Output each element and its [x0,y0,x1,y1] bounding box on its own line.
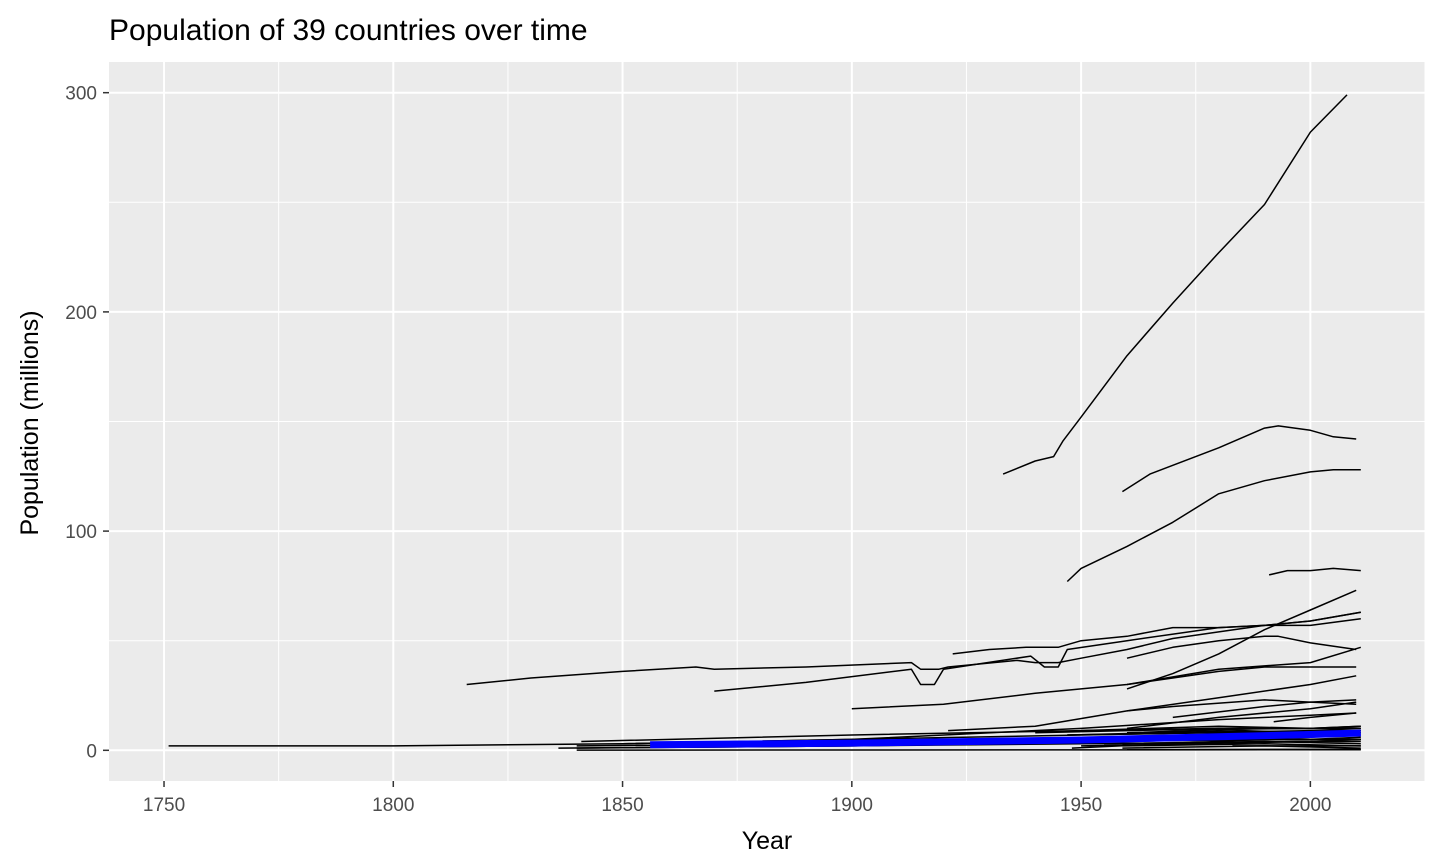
x-tick-label: 1800 [372,795,414,816]
series-line-sweden [168,729,1361,747]
x-tick-label: 1750 [143,795,185,816]
series-line-chile [1273,712,1357,723]
series-line-belarus [1126,727,1361,734]
grid-minor [109,62,1426,781]
x-tick-label: 1950 [1060,795,1102,816]
x-tick-label: 2000 [1289,795,1331,816]
series-line-canada [948,675,1357,732]
series-line-russia [1121,425,1357,493]
x-axis-ticks: 1750 1800 1850 1900 1950 2000 [143,781,1332,816]
series-line-taiwan [1172,699,1357,719]
series-line-united-states [1002,94,1348,475]
y-tick-label: 100 [65,522,97,543]
chart-title: Population of 39 countries over time [109,14,588,47]
y-axis-title: Population (millions) [16,310,44,535]
series-line-hungary [1081,725,1361,732]
y-tick-label: 0 [86,741,97,762]
series-line-switzerland [650,729,1361,749]
series-line-italy [714,618,1361,692]
series-line-lithuania [1122,740,1361,745]
series-line-ukraine [1126,635,1357,659]
x-axis-title: Year [742,827,793,855]
series-line-poland [1126,666,1357,686]
series-line-japan [1066,468,1361,583]
series-lines [168,94,1362,751]
grid-major [109,62,1425,781]
y-tick-label: 300 [65,84,97,105]
x-tick-label: 1850 [601,795,643,816]
x-tick-label: 1900 [831,795,873,816]
series-line-germany [1268,567,1361,576]
series-line-luxembourg [1126,748,1361,751]
y-axis-ticks: 0 100 200 300 [65,84,109,762]
y-tick-label: 200 [65,303,97,324]
series-line-romania [1126,699,1357,712]
series-line-turkey [1126,589,1357,690]
